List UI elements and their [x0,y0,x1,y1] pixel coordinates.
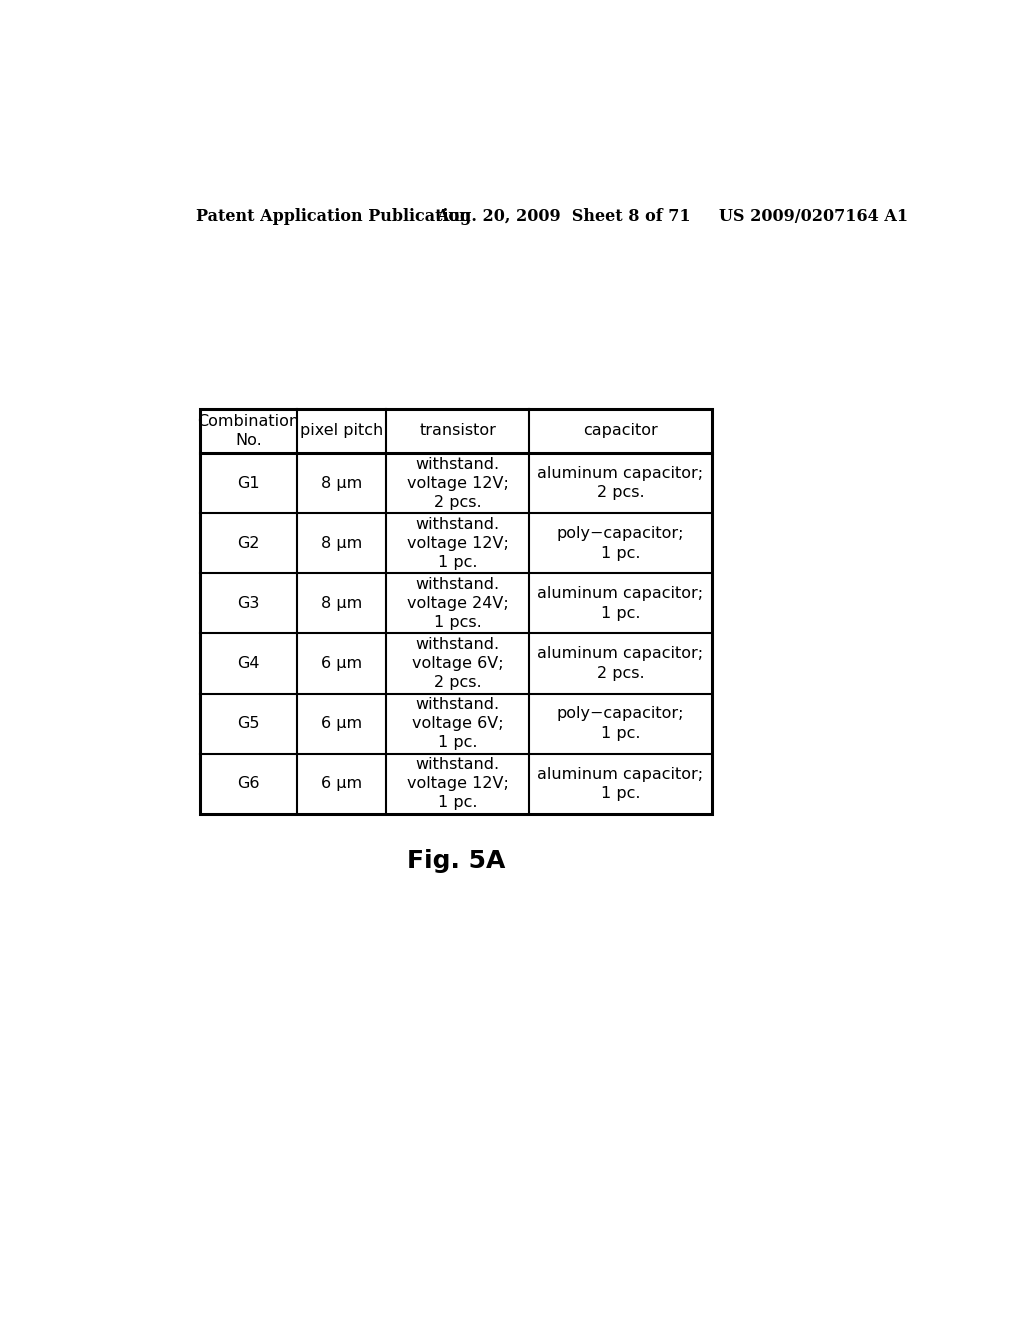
Text: withstand.
voltage 24V;
1 pcs.: withstand. voltage 24V; 1 pcs. [407,577,509,630]
Text: Aug. 20, 2009  Sheet 8 of 71: Aug. 20, 2009 Sheet 8 of 71 [436,207,691,224]
Text: 6 μm: 6 μm [321,656,362,671]
Text: withstand.
voltage 6V;
2 pcs.: withstand. voltage 6V; 2 pcs. [412,636,504,690]
Text: 8 μm: 8 μm [321,475,362,491]
Text: G1: G1 [238,475,260,491]
Text: US 2009/0207164 A1: US 2009/0207164 A1 [719,207,907,224]
Text: poly−capacitor;
1 pc.: poly−capacitor; 1 pc. [557,706,684,741]
Text: G2: G2 [238,536,260,550]
Bar [200,409,712,813]
Text: 8 μm: 8 μm [321,595,362,611]
Text: 8 μm: 8 μm [321,536,362,550]
Text: G3: G3 [238,595,260,611]
Text: aluminum capacitor;
1 pc.: aluminum capacitor; 1 pc. [538,586,703,620]
Text: withstand.
voltage 6V;
1 pc.: withstand. voltage 6V; 1 pc. [412,697,504,750]
Text: 6 μm: 6 μm [321,715,362,731]
Text: G5: G5 [238,715,260,731]
Text: aluminum capacitor;
2 pcs.: aluminum capacitor; 2 pcs. [538,466,703,500]
Text: withstand.
voltage 12V;
1 pc.: withstand. voltage 12V; 1 pc. [407,516,509,570]
Text: withstand.
voltage 12V;
2 pcs.: withstand. voltage 12V; 2 pcs. [407,457,509,510]
Text: Patent Application Publication: Patent Application Publication [197,207,471,224]
Text: transistor: transistor [419,424,497,438]
Text: 6 μm: 6 μm [321,776,362,791]
Text: aluminum capacitor;
1 pc.: aluminum capacitor; 1 pc. [538,767,703,801]
Text: Combination
No.: Combination No. [198,414,300,447]
Text: G4: G4 [238,656,260,671]
Text: capacitor: capacitor [583,424,657,438]
Text: G6: G6 [238,776,260,791]
Text: pixel pitch: pixel pitch [300,424,383,438]
Text: Fig. 5A: Fig. 5A [407,849,505,874]
Text: poly−capacitor;
1 pc.: poly−capacitor; 1 pc. [557,527,684,561]
Text: withstand.
voltage 12V;
1 pc.: withstand. voltage 12V; 1 pc. [407,756,509,810]
Text: aluminum capacitor;
2 pcs.: aluminum capacitor; 2 pcs. [538,647,703,681]
